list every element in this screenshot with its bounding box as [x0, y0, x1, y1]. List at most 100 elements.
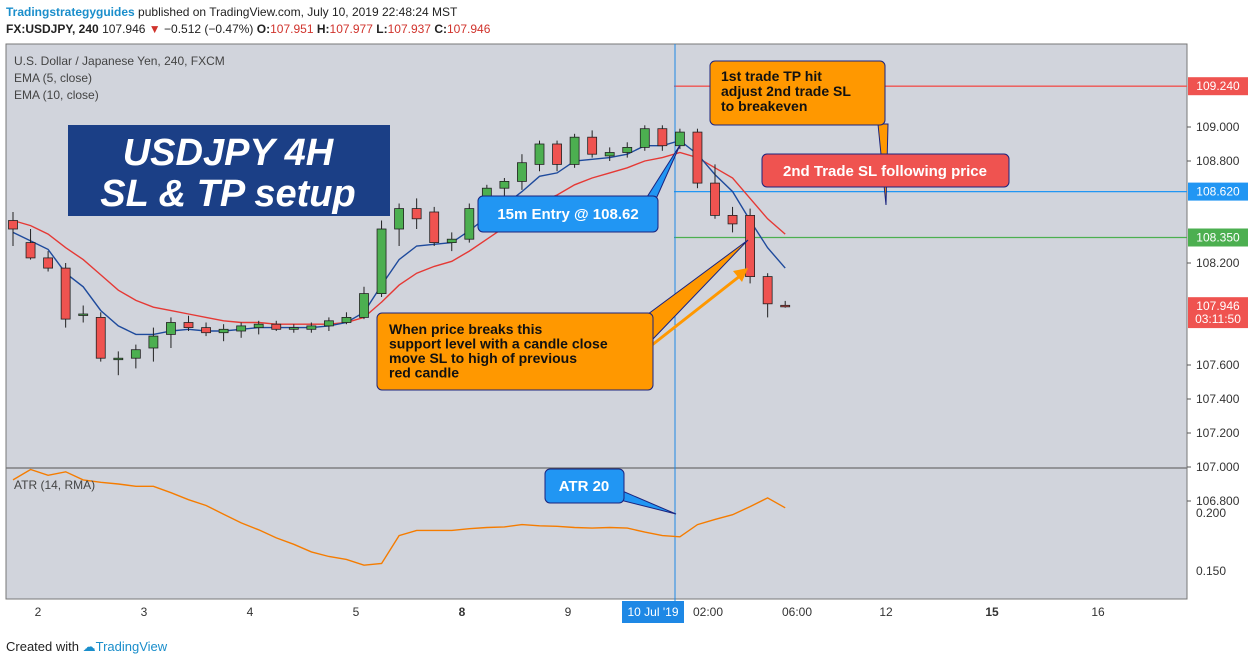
candle-body [587, 136, 598, 155]
support-arrow [651, 270, 746, 347]
price-tick-label: 106.800 [1196, 494, 1240, 508]
change-down-icon: ▼ [148, 22, 161, 36]
header-line-2: FX:USDJPY, 240 107.946 ▼ −0.512 (−0.47%)… [6, 21, 490, 38]
candle-body [323, 320, 334, 327]
entry-box [477, 195, 659, 233]
time-tick-label: 4 [247, 605, 254, 619]
time-tick-label: 5 [353, 605, 360, 619]
candle-body [622, 146, 633, 153]
candle-body [411, 208, 422, 220]
support-note-line: red candle [389, 365, 459, 381]
candle-body [218, 328, 229, 334]
created-with-text: Created with [6, 639, 79, 654]
candle-body [148, 335, 159, 349]
tp-note-line: adjust 2nd trade SL [721, 83, 851, 99]
support-note-line: move SL to high of previous [389, 350, 577, 366]
atr-tick-label: 0.200 [1196, 506, 1226, 520]
candle-body [271, 323, 282, 330]
candle-body [253, 323, 264, 329]
price-label-badge [1188, 310, 1248, 329]
entry-text: 15m Entry @ 108.62 [497, 206, 638, 223]
ema10-line [12, 151, 786, 325]
support-note-line: support level with a candle close [389, 336, 608, 352]
price-label-text: 03:11:50 [1195, 312, 1241, 326]
author-link[interactable]: Tradingstrategyguides [6, 5, 135, 19]
tp-note-line: to breakeven [721, 98, 807, 114]
crosshair-date-badge [622, 601, 684, 623]
sl-follow-text: 2nd Trade SL following price [783, 163, 987, 180]
atr-tick-label: 0.150 [1196, 564, 1226, 578]
candle-body [43, 257, 53, 269]
time-tick-label: 2 [35, 605, 42, 619]
atr-note-text: ATR 20 [559, 478, 610, 495]
legend-ema10: EMA (10, close) [14, 88, 99, 102]
legend-ema5: EMA (5, close) [14, 71, 92, 85]
candle-body [394, 208, 405, 230]
candle-body [183, 322, 194, 328]
footer: Created with ☁TradingView [6, 639, 167, 655]
candle-body [499, 180, 510, 189]
candle-body [113, 357, 124, 361]
candle-body [534, 143, 545, 165]
candle-body [359, 293, 369, 318]
candle-body [25, 242, 36, 259]
candle-body [429, 211, 440, 244]
low-label: L: [376, 22, 388, 36]
time-tick-label: 9 [565, 605, 572, 619]
support-note-box [376, 312, 654, 391]
last-price: 107.946 [102, 22, 146, 36]
tp-note-line: 1st trade TP hit [721, 68, 822, 84]
tradingview-link[interactable]: TradingView [95, 639, 168, 654]
support-arrowhead [733, 268, 748, 282]
published-text: published on TradingView.com, July 10, 2… [138, 5, 458, 19]
candle-body [569, 136, 580, 165]
title-line-2: SL & TP setup [100, 173, 355, 215]
price-label-badge [1188, 77, 1248, 96]
candle-body [517, 162, 527, 182]
candle-body [604, 152, 615, 157]
price-label-text: 109.240 [1196, 79, 1240, 93]
candle-body [639, 128, 650, 148]
candle-body [446, 238, 457, 243]
price-change: −0.512 (−0.47%) [164, 22, 254, 36]
price-tick-label: 108.800 [1196, 154, 1240, 168]
open-label: O: [256, 22, 271, 36]
support-note-line: When price breaks this [389, 321, 542, 337]
candle-body [78, 313, 89, 316]
close-value: 107.946 [447, 22, 491, 36]
symbol-label[interactable]: FX:USDJPY, 240 [6, 22, 99, 36]
candle-body [341, 316, 352, 323]
candle-body [464, 208, 475, 240]
price-tick-label: 107.200 [1196, 426, 1240, 440]
candle-body [710, 182, 720, 216]
high-value: 107.977 [329, 22, 373, 36]
price-label-badge [1188, 228, 1248, 247]
price-label-text: 108.350 [1196, 231, 1240, 245]
time-tick-label: 12 [879, 605, 893, 619]
price-tick-label: 107.600 [1196, 358, 1240, 372]
candle-body [306, 325, 317, 330]
time-tick-label: 16 [1091, 605, 1105, 619]
price-tick-label: 107.400 [1196, 392, 1240, 406]
open-value: 107.951 [270, 22, 314, 36]
candle-body [288, 327, 299, 330]
time-tick-label: 15 [985, 605, 999, 619]
price-label-text: 108.620 [1196, 185, 1240, 199]
price-tick-label: 108.200 [1196, 256, 1240, 270]
chart-header: Tradingstrategyguides published on Tradi… [6, 4, 490, 38]
price-tick-label: 109.000 [1196, 120, 1240, 134]
sl-follow-box [761, 153, 1010, 188]
tradingview-logo-icon: ☁ [82, 639, 96, 654]
candle-body [727, 214, 738, 225]
legend-title: U.S. Dollar / Japanese Yen, 240, FXCM [14, 54, 225, 68]
candle-body [762, 276, 773, 305]
atr-line [12, 468, 786, 566]
price-label-badge [1188, 182, 1248, 201]
candle-body [8, 220, 18, 230]
candle-body [236, 325, 247, 332]
candle-body [376, 228, 387, 294]
title-line-1: USDJPY 4H [123, 132, 335, 174]
plot-frame [5, 43, 1188, 600]
legend-atr: ATR (14, RMA) [14, 478, 95, 492]
